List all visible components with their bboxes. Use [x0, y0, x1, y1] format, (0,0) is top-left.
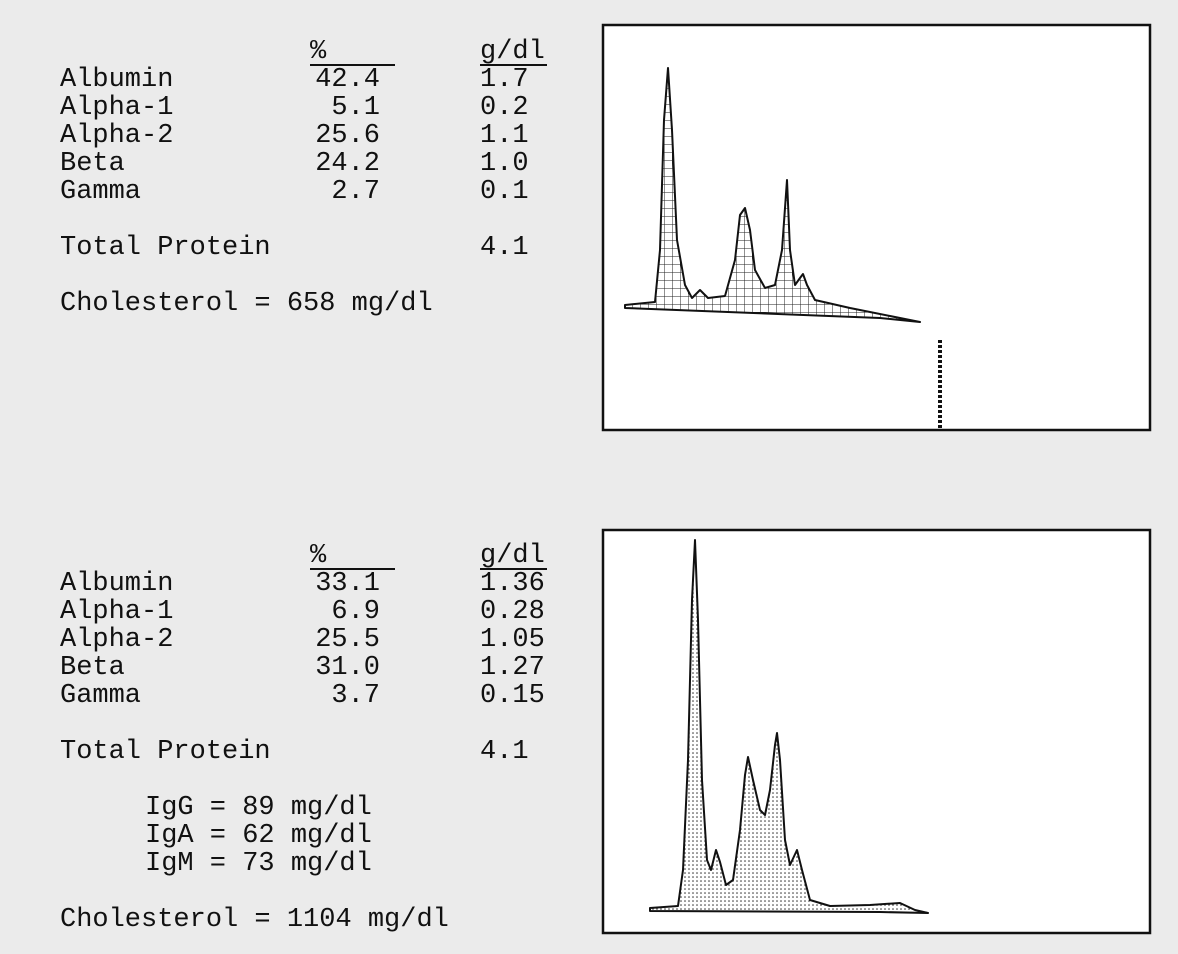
fraction-name: Alpha-1 — [60, 597, 173, 627]
gdl-value: 1.05 — [480, 625, 545, 655]
column-header: g/dl — [480, 37, 545, 67]
trace-frame — [601, 23, 1152, 432]
immunoglobulin: IgG = 89 mg/dl — [145, 793, 372, 823]
gdl-value: 0.2 — [480, 93, 529, 123]
total-value: 4.1 — [480, 737, 529, 767]
column-header: % — [310, 541, 327, 571]
fraction-name: Alpha-1 — [60, 93, 173, 123]
column-header: g/dl — [480, 541, 545, 571]
gdl-value: 1.1 — [480, 121, 529, 151]
total-label: Total Protein — [60, 737, 271, 767]
percent-value: 25.5 — [315, 625, 380, 655]
cholesterol: Cholesterol = 658 mg/dl — [60, 289, 433, 319]
percent-value: 2.7 — [331, 177, 380, 207]
fraction-name: Alpha-2 — [60, 625, 173, 655]
fraction-name: Albumin — [60, 569, 173, 599]
fraction-name: Gamma — [60, 681, 141, 711]
fraction-name: Gamma — [60, 177, 141, 207]
fraction-name: Beta — [60, 653, 125, 683]
electrophoresis-trace — [649, 539, 929, 914]
column-header: % — [310, 37, 327, 67]
percent-value: 25.6 — [315, 121, 380, 151]
total-label: Total Protein — [60, 233, 271, 263]
percent-value: 33.1 — [315, 569, 380, 599]
cholesterol: Cholesterol = 1104 mg/dl — [60, 905, 449, 935]
gdl-value: 1.27 — [480, 653, 545, 683]
electrophoresis-trace — [624, 67, 921, 323]
gdl-value: 0.28 — [480, 597, 545, 627]
percent-value: 24.2 — [315, 149, 380, 179]
fraction-name: Beta — [60, 149, 125, 179]
total-value: 4.1 — [480, 233, 529, 263]
percent-value: 42.4 — [315, 65, 380, 95]
percent-value: 3.7 — [331, 681, 380, 711]
gdl-value: 1.36 — [480, 569, 545, 599]
percent-value: 5.1 — [331, 93, 380, 123]
fraction-name: Albumin — [60, 65, 173, 95]
gdl-value: 0.1 — [480, 177, 529, 207]
percent-value: 31.0 — [315, 653, 380, 683]
percent-value: 6.9 — [331, 597, 380, 627]
gdl-value: 1.0 — [480, 149, 529, 179]
gdl-value: 1.7 — [480, 65, 529, 95]
immunoglobulin: IgA = 62 mg/dl — [145, 821, 372, 851]
gdl-value: 0.15 — [480, 681, 545, 711]
fraction-name: Alpha-2 — [60, 121, 173, 151]
immunoglobulin: IgM = 73 mg/dl — [145, 849, 372, 879]
